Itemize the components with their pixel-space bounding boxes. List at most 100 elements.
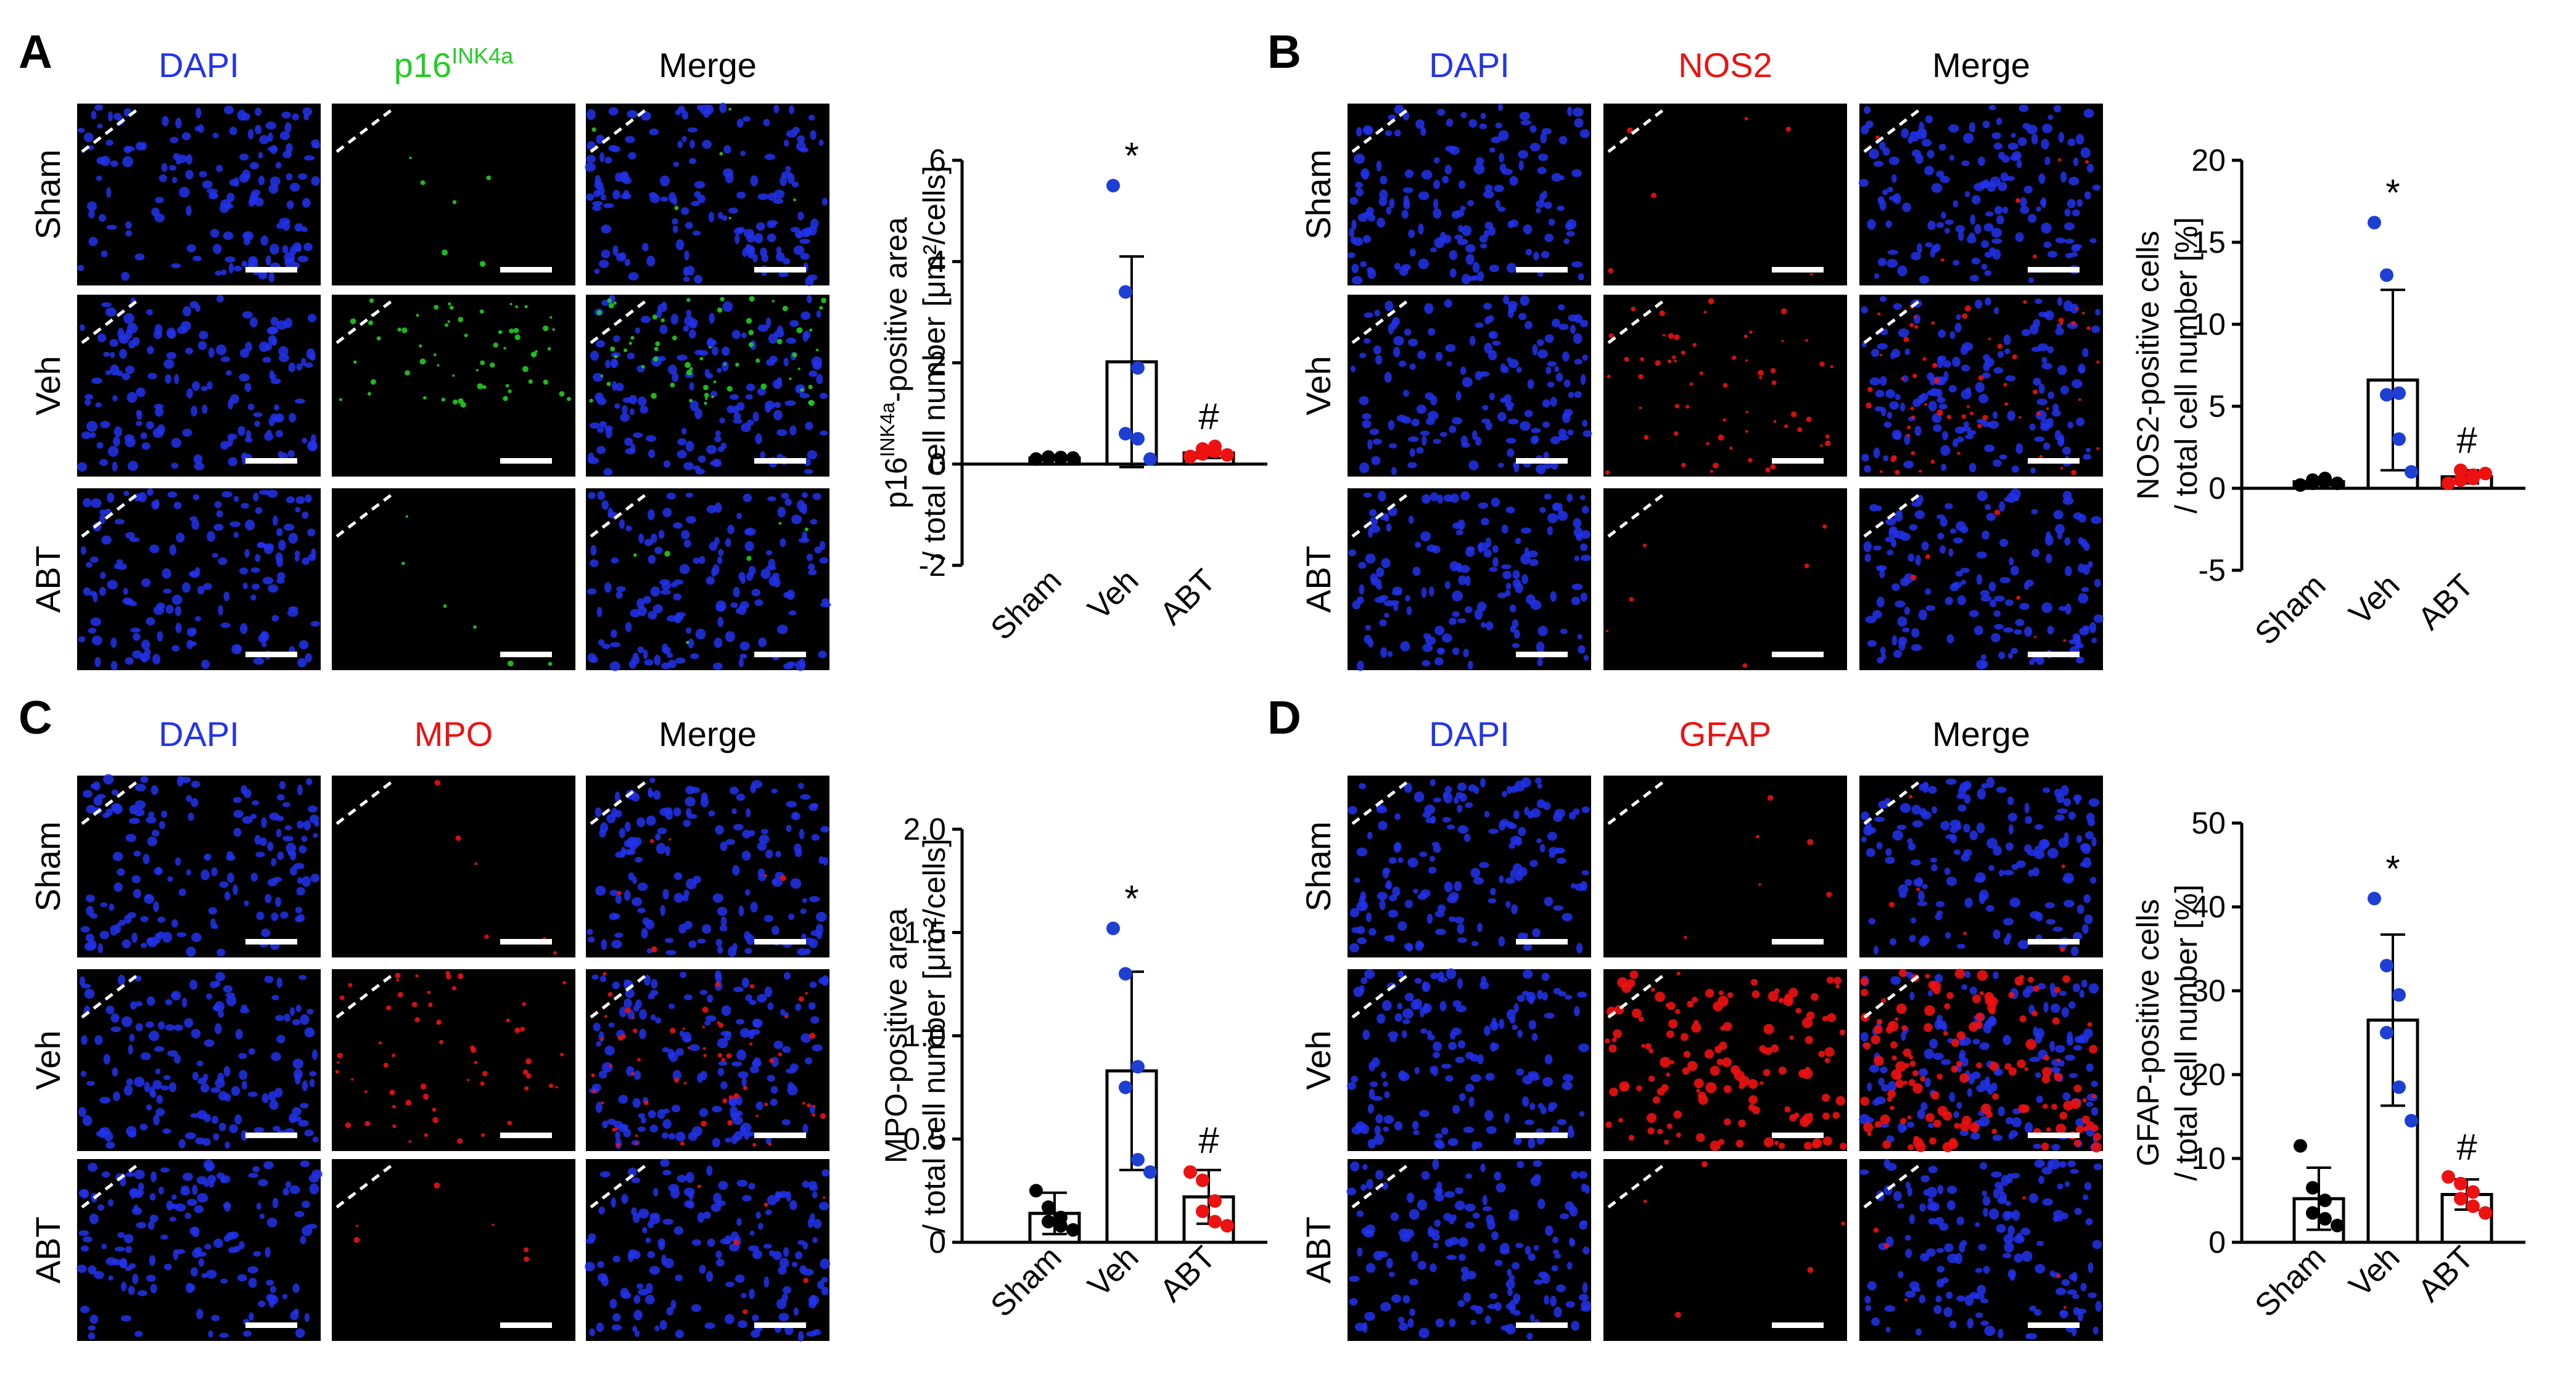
scale-bar [2028, 1133, 2080, 1138]
nucleus-dot [1991, 227, 2002, 238]
signal-dot [475, 369, 479, 372]
nucleus-dot [1555, 372, 1563, 382]
signal-dot [644, 1100, 649, 1105]
signal-dot [1910, 406, 1914, 411]
micrograph [77, 969, 321, 1151]
nucleus-dot [592, 372, 603, 382]
nucleus-dot [638, 1208, 649, 1219]
nucleus-dot [2051, 409, 2061, 417]
signal-dot [2060, 322, 2064, 326]
nucleus-dot [303, 113, 310, 121]
y-tick-label: 0 [929, 1225, 946, 1260]
nucleus-dot [673, 872, 683, 880]
signal-dot [2062, 975, 2070, 983]
signal-dot [1818, 1051, 1825, 1057]
nucleus-dot [1480, 112, 1486, 120]
nucleus-dot [644, 659, 654, 666]
nucleus-dot [694, 191, 701, 198]
nucleus-dot [689, 382, 694, 391]
nucleus-dot [2073, 932, 2083, 941]
tissue-border-line [1863, 973, 1922, 1018]
nucleus-dot [1894, 512, 1903, 522]
nucleus-dot [295, 1328, 305, 1338]
nucleus-dot [1389, 198, 1395, 209]
nucleus-dot [1999, 501, 2006, 512]
nucleus-dot [693, 557, 700, 564]
nucleus-dot [311, 548, 316, 559]
data-point [2318, 1194, 2332, 1207]
nucleus-dot [2007, 411, 2015, 421]
nucleus-dot [1375, 1114, 1383, 1124]
nucleus-dot [1368, 527, 1373, 538]
nucleus-dot [2054, 789, 2062, 797]
nucleus-dot [1449, 1237, 1459, 1245]
nucleus-dot [1891, 635, 1898, 646]
nucleus-dot [242, 169, 251, 181]
nucleus-dot [1404, 169, 1414, 178]
nucleus-dot [162, 568, 171, 579]
nucleus-dot [2043, 241, 2052, 248]
scale-bar [2028, 458, 2080, 464]
nucleus-dot [255, 554, 261, 562]
micrograph-background [1603, 776, 1847, 957]
signal-dot [749, 296, 755, 302]
nucleus-dot [2002, 1210, 2011, 1221]
nucleus-dot [99, 930, 110, 940]
tissue-border-line [1607, 1163, 1666, 1208]
signal-dot [1613, 1029, 1622, 1039]
nucleus-dot [1484, 184, 1493, 192]
nucleus-dot [1901, 375, 1909, 382]
nucleus-dot [106, 187, 112, 199]
nucleus-dot [2084, 914, 2093, 924]
nucleus-dot [1981, 783, 1988, 789]
signal-dot [1668, 333, 1674, 339]
nucleus-dot [1507, 1287, 1513, 1297]
signal-dot [509, 303, 512, 306]
nucleus-dot [773, 198, 784, 204]
tissue-border-line [81, 973, 140, 1018]
nucleus-dot [735, 1274, 745, 1283]
signal-dot [477, 383, 484, 390]
nucleus-dot [715, 430, 721, 436]
nucleus-dot [638, 533, 644, 544]
signal-dot [703, 385, 709, 390]
nucleus-dot [1500, 1248, 1510, 1255]
data-point [2392, 988, 2406, 1002]
nucleus-dot [203, 1073, 208, 1081]
signal-dot [1919, 469, 1922, 473]
signal-dot [1784, 424, 1788, 428]
nucleus-dot [80, 926, 90, 933]
nucleus-dot [1459, 1092, 1466, 1102]
nucleus-dot [1887, 549, 1894, 555]
signal-dot [549, 1083, 554, 1088]
nucleus-dot [266, 430, 272, 436]
signal-dot [1692, 996, 1698, 1003]
nucleus-dot [224, 1201, 231, 1212]
signal-dot [379, 1041, 382, 1045]
nucleus-dot [2004, 1242, 2014, 1253]
nucleus-dot [129, 537, 140, 543]
signal-dot [1722, 418, 1727, 422]
nucleus-dot [166, 327, 176, 339]
nucleus-dot [1550, 396, 1557, 407]
nucleus-dot [1912, 1287, 1921, 1292]
nucleus-dot [1909, 1214, 1915, 1224]
nucleus-dot [1459, 793, 1467, 802]
nucleus-dot [2020, 197, 2027, 207]
nucleus-dot [2082, 924, 2089, 934]
nucleus-dot [1449, 250, 1458, 261]
nucleus-dot [312, 1136, 319, 1143]
nucleus-dot [282, 245, 289, 254]
nucleus-dot [298, 640, 309, 650]
nucleus-dot [1956, 823, 1962, 830]
x-category-label: ABT [2411, 1239, 2481, 1309]
signal-dot [726, 385, 733, 392]
nucleus-dot [781, 1119, 791, 1126]
nucleus-dot [125, 1266, 132, 1271]
nucleus-dot [265, 121, 276, 130]
nucleus-dot [761, 253, 769, 263]
signal-dot [455, 835, 461, 841]
signal-dot [376, 336, 381, 341]
nucleus-dot [685, 627, 692, 634]
